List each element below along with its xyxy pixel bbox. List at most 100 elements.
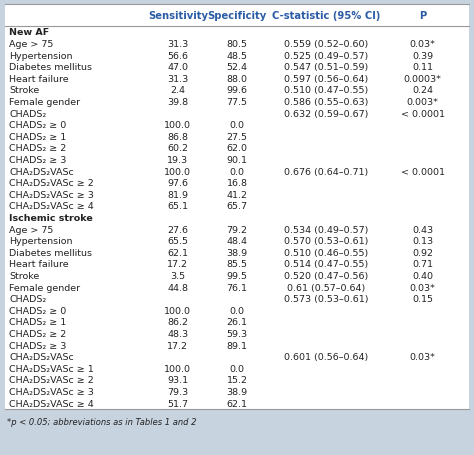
Text: Female gender: Female gender bbox=[9, 283, 81, 292]
Text: Diabetes mellitus: Diabetes mellitus bbox=[9, 248, 92, 257]
Text: 0.586 (0.55–0.63): 0.586 (0.55–0.63) bbox=[284, 98, 368, 106]
Text: 0.559 (0.52–0.60): 0.559 (0.52–0.60) bbox=[284, 40, 368, 49]
Text: 59.3: 59.3 bbox=[227, 329, 247, 338]
Text: CHA₂DS₂VASc: CHA₂DS₂VASc bbox=[9, 167, 74, 176]
Text: 85.5: 85.5 bbox=[227, 260, 247, 269]
Text: 0.573 (0.53–0.61): 0.573 (0.53–0.61) bbox=[284, 294, 369, 303]
Text: 100.0: 100.0 bbox=[164, 306, 191, 315]
Text: 97.6: 97.6 bbox=[167, 179, 188, 188]
Text: 79.3: 79.3 bbox=[167, 387, 188, 396]
Text: 0.15: 0.15 bbox=[412, 294, 433, 303]
Text: Ischemic stroke: Ischemic stroke bbox=[9, 213, 93, 222]
Text: 93.1: 93.1 bbox=[167, 375, 188, 384]
Text: 0.547 (0.51–0.59): 0.547 (0.51–0.59) bbox=[284, 63, 368, 72]
Text: C-statistic (95% CI): C-statistic (95% CI) bbox=[272, 11, 381, 21]
Text: 100.0: 100.0 bbox=[164, 364, 191, 373]
Text: 2.4: 2.4 bbox=[170, 86, 185, 95]
Text: 99.6: 99.6 bbox=[227, 86, 247, 95]
Text: CHADS₂ ≥ 2: CHADS₂ ≥ 2 bbox=[9, 329, 66, 338]
Text: 62.1: 62.1 bbox=[167, 248, 188, 257]
Text: 81.9: 81.9 bbox=[167, 190, 188, 199]
Text: CHADS₂: CHADS₂ bbox=[9, 109, 46, 118]
Text: 17.2: 17.2 bbox=[167, 260, 188, 269]
Text: CHADS₂ ≥ 2: CHADS₂ ≥ 2 bbox=[9, 144, 66, 153]
Text: 0.003*: 0.003* bbox=[407, 98, 438, 106]
Text: 0.514 (0.47–0.55): 0.514 (0.47–0.55) bbox=[284, 260, 368, 269]
Text: Specificity: Specificity bbox=[207, 11, 266, 21]
Text: 60.2: 60.2 bbox=[167, 144, 188, 153]
Text: *p < 0.05; abbreviations as in Tables 1 and 2: *p < 0.05; abbreviations as in Tables 1 … bbox=[7, 417, 197, 426]
Text: 0.0: 0.0 bbox=[229, 121, 245, 130]
Text: 27.6: 27.6 bbox=[167, 225, 188, 234]
Text: 99.5: 99.5 bbox=[227, 271, 247, 280]
Text: 0.525 (0.49–0.57): 0.525 (0.49–0.57) bbox=[284, 51, 368, 61]
Text: CHADS₂ ≥ 1: CHADS₂ ≥ 1 bbox=[9, 132, 66, 142]
Text: 48.4: 48.4 bbox=[227, 237, 247, 246]
Text: 47.0: 47.0 bbox=[167, 63, 188, 72]
Text: 0.0003*: 0.0003* bbox=[404, 75, 442, 84]
Text: Sensitivity: Sensitivity bbox=[148, 11, 208, 21]
Text: 48.5: 48.5 bbox=[227, 51, 247, 61]
Text: CHA₂DS₂VASc ≥ 3: CHA₂DS₂VASc ≥ 3 bbox=[9, 190, 94, 199]
Text: 0.520 (0.47–0.56): 0.520 (0.47–0.56) bbox=[284, 271, 368, 280]
Text: 31.3: 31.3 bbox=[167, 75, 189, 84]
Text: CHADS₂ ≥ 3: CHADS₂ ≥ 3 bbox=[9, 156, 67, 165]
Text: 89.1: 89.1 bbox=[227, 341, 247, 350]
Text: 15.2: 15.2 bbox=[227, 375, 247, 384]
Text: CHA₂DS₂VASc: CHA₂DS₂VASc bbox=[9, 352, 74, 361]
Text: Hypertension: Hypertension bbox=[9, 237, 73, 246]
Text: 0.597 (0.56–0.64): 0.597 (0.56–0.64) bbox=[284, 75, 368, 84]
Text: 44.8: 44.8 bbox=[167, 283, 188, 292]
Text: 86.8: 86.8 bbox=[167, 132, 188, 142]
Text: Diabetes mellitus: Diabetes mellitus bbox=[9, 63, 92, 72]
Text: 0.676 (0.64–0.71): 0.676 (0.64–0.71) bbox=[284, 167, 368, 176]
Text: P: P bbox=[419, 11, 426, 21]
Text: 90.1: 90.1 bbox=[227, 156, 247, 165]
Text: 65.1: 65.1 bbox=[167, 202, 188, 211]
Text: Stroke: Stroke bbox=[9, 271, 39, 280]
Text: 79.2: 79.2 bbox=[227, 225, 247, 234]
Text: 41.2: 41.2 bbox=[227, 190, 247, 199]
Text: Age > 75: Age > 75 bbox=[9, 40, 54, 49]
Text: 65.5: 65.5 bbox=[167, 237, 188, 246]
Text: 0.510 (0.47–0.55): 0.510 (0.47–0.55) bbox=[284, 86, 368, 95]
Text: 0.39: 0.39 bbox=[412, 51, 433, 61]
Text: 80.5: 80.5 bbox=[227, 40, 247, 49]
Text: CHA₂DS₂VASc ≥ 2: CHA₂DS₂VASc ≥ 2 bbox=[9, 179, 94, 188]
Text: 0.61 (0.57–0.64): 0.61 (0.57–0.64) bbox=[287, 283, 365, 292]
Text: 48.3: 48.3 bbox=[167, 329, 188, 338]
Text: Female gender: Female gender bbox=[9, 98, 81, 106]
Text: 39.8: 39.8 bbox=[167, 98, 188, 106]
Text: 88.0: 88.0 bbox=[227, 75, 247, 84]
Text: 62.1: 62.1 bbox=[227, 399, 247, 408]
Text: 0.24: 0.24 bbox=[412, 86, 433, 95]
Text: 0.601 (0.56–0.64): 0.601 (0.56–0.64) bbox=[284, 352, 368, 361]
Text: 0.03*: 0.03* bbox=[410, 40, 436, 49]
Text: 38.9: 38.9 bbox=[227, 387, 247, 396]
Text: CHA₂DS₂VASc ≥ 4: CHA₂DS₂VASc ≥ 4 bbox=[9, 202, 94, 211]
Text: 56.6: 56.6 bbox=[167, 51, 188, 61]
Text: 31.3: 31.3 bbox=[167, 40, 189, 49]
Text: 51.7: 51.7 bbox=[167, 399, 188, 408]
Text: 0.0: 0.0 bbox=[229, 364, 245, 373]
Text: 0.534 (0.49–0.57): 0.534 (0.49–0.57) bbox=[284, 225, 368, 234]
Text: 0.71: 0.71 bbox=[412, 260, 433, 269]
Text: 100.0: 100.0 bbox=[164, 121, 191, 130]
Text: < 0.0001: < 0.0001 bbox=[401, 109, 445, 118]
Bar bbox=[5, 5, 469, 409]
Text: CHA₂DS₂VASc ≥ 1: CHA₂DS₂VASc ≥ 1 bbox=[9, 364, 94, 373]
Text: 0.510 (0.46–0.55): 0.510 (0.46–0.55) bbox=[284, 248, 368, 257]
Text: CHADS₂ ≥ 0: CHADS₂ ≥ 0 bbox=[9, 121, 66, 130]
Text: New AF: New AF bbox=[9, 28, 50, 37]
Text: 19.3: 19.3 bbox=[167, 156, 188, 165]
Text: 0.13: 0.13 bbox=[412, 237, 433, 246]
Text: CHA₂DS₂VASc ≥ 4: CHA₂DS₂VASc ≥ 4 bbox=[9, 399, 94, 408]
Text: CHADS₂ ≥ 1: CHADS₂ ≥ 1 bbox=[9, 318, 66, 327]
Text: 0.92: 0.92 bbox=[412, 248, 433, 257]
Text: 86.2: 86.2 bbox=[167, 318, 188, 327]
Text: 38.9: 38.9 bbox=[227, 248, 247, 257]
Text: 77.5: 77.5 bbox=[227, 98, 247, 106]
Text: < 0.0001: < 0.0001 bbox=[401, 167, 445, 176]
Text: 0.632 (0.59–0.67): 0.632 (0.59–0.67) bbox=[284, 109, 368, 118]
Text: 3.5: 3.5 bbox=[170, 271, 185, 280]
